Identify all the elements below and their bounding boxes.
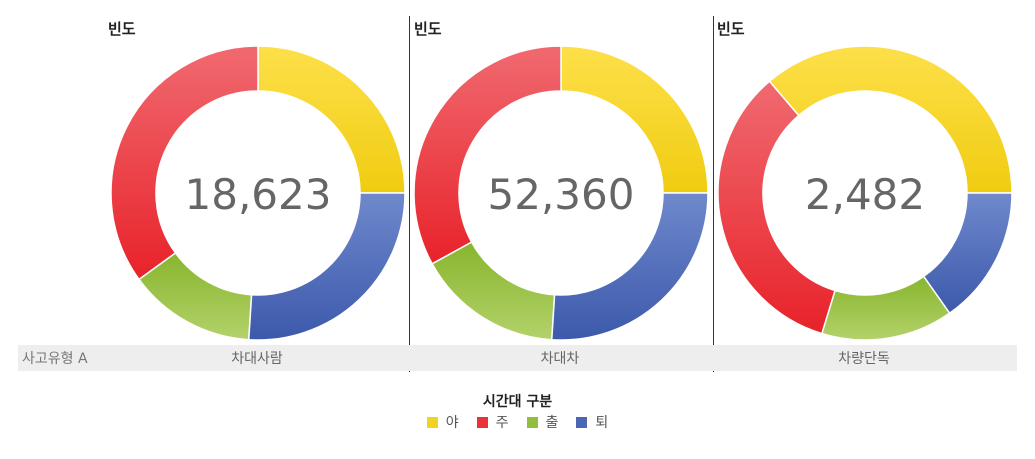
legend-swatch-chul [527,417,538,428]
legend-title: 시간대 구분 [0,391,1035,411]
legend-item-toe[interactable]: 퇴 [576,412,608,432]
donut-1-total-label: 18,623 [185,170,332,219]
donut-1-slice-ju[interactable] [111,46,258,279]
legend-label-chul: 출 [546,412,559,432]
legend: 야 주 출 퇴 [0,412,1035,432]
donut-3-total-label: 2,482 [805,170,925,219]
legend-label-toe: 퇴 [595,412,608,432]
legend-swatch-ya [427,417,438,428]
donut-2-slice-chul[interactable] [432,242,554,340]
donut-3-slice-toe[interactable] [924,193,1012,313]
donut-2-slice-ju[interactable] [414,46,561,264]
donut-2-total-label: 52,360 [488,170,635,219]
legend-item-ju[interactable]: 주 [477,412,509,432]
legend-item-ya[interactable]: 야 [427,412,459,432]
legend-label-ju: 주 [496,412,509,432]
category-label-2: 차대차 [460,348,660,368]
legend-item-chul[interactable]: 출 [527,412,559,432]
category-label-3: 차량단독 [764,348,964,368]
legend-label-ya: 야 [446,412,459,432]
legend-swatch-toe [576,417,587,428]
legend-swatch-ju [477,417,488,428]
row-header: 사고유형 A [22,348,88,368]
category-label-1: 차대사람 [157,348,357,368]
